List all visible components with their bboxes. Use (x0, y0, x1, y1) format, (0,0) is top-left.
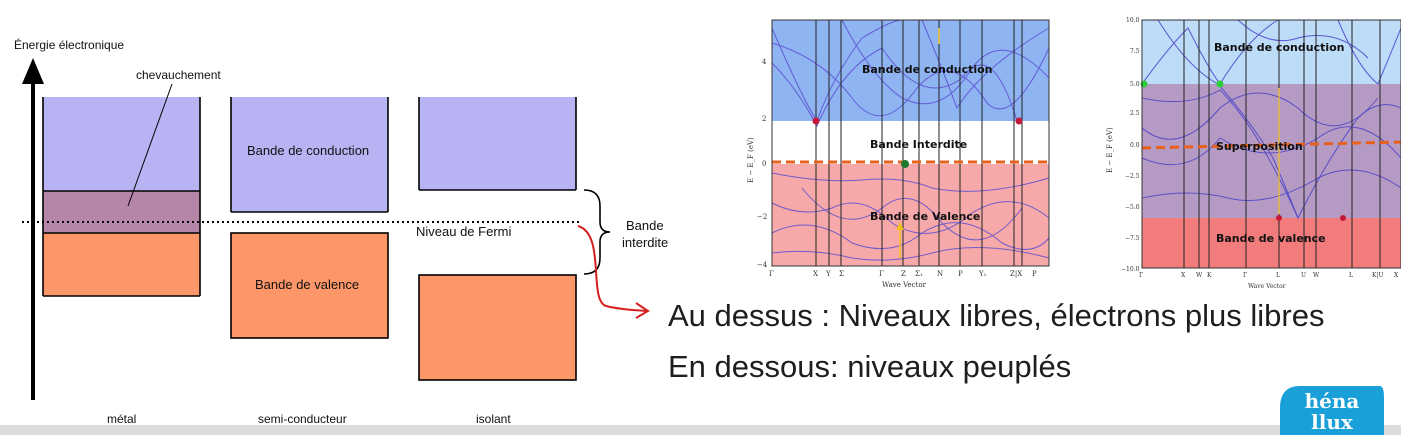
svg-text:X: X (1181, 272, 1186, 279)
svg-text:−2.5: −2.5 (1125, 173, 1140, 180)
svg-text:−4: −4 (757, 261, 768, 269)
explanation-line-1: Au dessus : Niveaux libres, électrons pl… (668, 298, 1325, 333)
svg-text:Y₁: Y₁ (978, 270, 987, 278)
svg-text:4: 4 (762, 58, 767, 66)
band-structure-plot-right: 10.0 7.5 5.0 2.5 0.0 −2.5 −5.0 −7.5 −10.… (1106, 17, 1401, 290)
band-structure-plot-left: 4 2 0 −2 −4 Γ X Y Σ Γ Z Σ₁ N P Y₁ Z|X P … (747, 19, 1050, 289)
svg-text:X: X (1394, 272, 1399, 279)
svg-text:Γ: Γ (879, 270, 884, 278)
svg-text:5.0: 5.0 (1130, 81, 1140, 88)
svg-text:P: P (958, 270, 963, 278)
svg-text:Γ: Γ (1243, 272, 1247, 279)
svg-text:Z|X: Z|X (1010, 270, 1022, 278)
gap-label-line1: Bande (626, 218, 664, 233)
svg-text:Γ: Γ (769, 270, 774, 278)
metal-conduction-band (43, 97, 200, 191)
svg-text:héna: héna (1305, 389, 1360, 413)
valence-band-label: Bande de valence (255, 277, 360, 292)
plot-left-valence-label: Bande de Valence (870, 210, 980, 223)
band-diagram (22, 58, 650, 400)
svg-text:0: 0 (762, 160, 766, 168)
metal-overlap-region (43, 191, 200, 233)
plot-right-conduction-label: Bande de conduction (1214, 41, 1345, 54)
svg-text:E − E_F (eV): E − E_F (eV) (747, 137, 755, 183)
material-semiconductor: semi-conducteur (258, 412, 347, 426)
svg-text:K|U: K|U (1372, 272, 1384, 279)
svg-text:Σ₁: Σ₁ (915, 270, 923, 278)
svg-text:−5.0: −5.0 (1125, 204, 1140, 211)
plot-right-overlap-label: Superposition (1216, 140, 1303, 153)
henallux-logo: héna llux (1280, 386, 1384, 435)
plot-left-conduction-label: Bande de conduction (862, 63, 993, 76)
conduction-band-label: Bande de conduction (247, 143, 370, 158)
energy-axis-label: Énergie électronique (14, 38, 125, 52)
fermi-level-label: Niveau de Fermi (416, 224, 512, 239)
insulator-conduction-band (419, 97, 576, 190)
svg-text:−7.5: −7.5 (1125, 235, 1140, 242)
svg-text:Γ: Γ (1139, 272, 1143, 279)
plot-left-gap-label: Bande Interdite (870, 138, 967, 151)
insulator-valence-band (418, 274, 577, 381)
svg-text:Σ: Σ (839, 270, 844, 278)
overlap-pointer (127, 83, 173, 207)
overlap-label: chevauchement (136, 68, 221, 82)
semi-conduction-band (231, 97, 388, 212)
explanation-line-2: En dessous: niveaux peuplés (668, 349, 1072, 384)
svg-text:Z: Z (901, 270, 906, 278)
svg-text:Wave Vector: Wave Vector (1248, 283, 1286, 290)
svg-text:7.5: 7.5 (1130, 48, 1140, 55)
svg-text:Y: Y (825, 270, 831, 278)
red-arrow (577, 225, 647, 312)
gap-brace (583, 189, 611, 275)
svg-text:L: L (1349, 272, 1353, 279)
svg-text:W: W (1313, 272, 1320, 279)
svg-text:−2: −2 (757, 213, 767, 221)
material-insulator: isolant (476, 412, 511, 426)
svg-text:llux: llux (1311, 410, 1354, 434)
material-metal: métal (107, 412, 137, 426)
semi-valence-band (230, 232, 389, 339)
svg-text:0.0: 0.0 (1130, 142, 1140, 149)
svg-text:2.5: 2.5 (1130, 110, 1140, 117)
svg-text:10.0: 10.0 (1126, 17, 1140, 24)
gap-label-line2: interdite (622, 235, 669, 250)
footer-bar (0, 425, 1401, 435)
svg-text:L: L (1276, 272, 1280, 279)
svg-text:−10.0: −10.0 (1121, 266, 1140, 273)
svg-text:N: N (937, 270, 943, 278)
svg-text:2: 2 (762, 115, 766, 123)
svg-text:E − E_F (eV): E − E_F (eV) (1106, 127, 1114, 173)
svg-text:K: K (1207, 272, 1212, 279)
plot-right-valence-label: Bande de valence (1216, 232, 1326, 245)
energy-axis-arrowhead (22, 58, 44, 84)
svg-text:U: U (1301, 272, 1306, 279)
svg-text:P: P (1032, 270, 1037, 278)
svg-text:X: X (813, 270, 818, 278)
svg-text:Wave Vector: Wave Vector (882, 281, 927, 289)
metal-valence-band (43, 233, 200, 296)
svg-text:W: W (1196, 272, 1203, 279)
